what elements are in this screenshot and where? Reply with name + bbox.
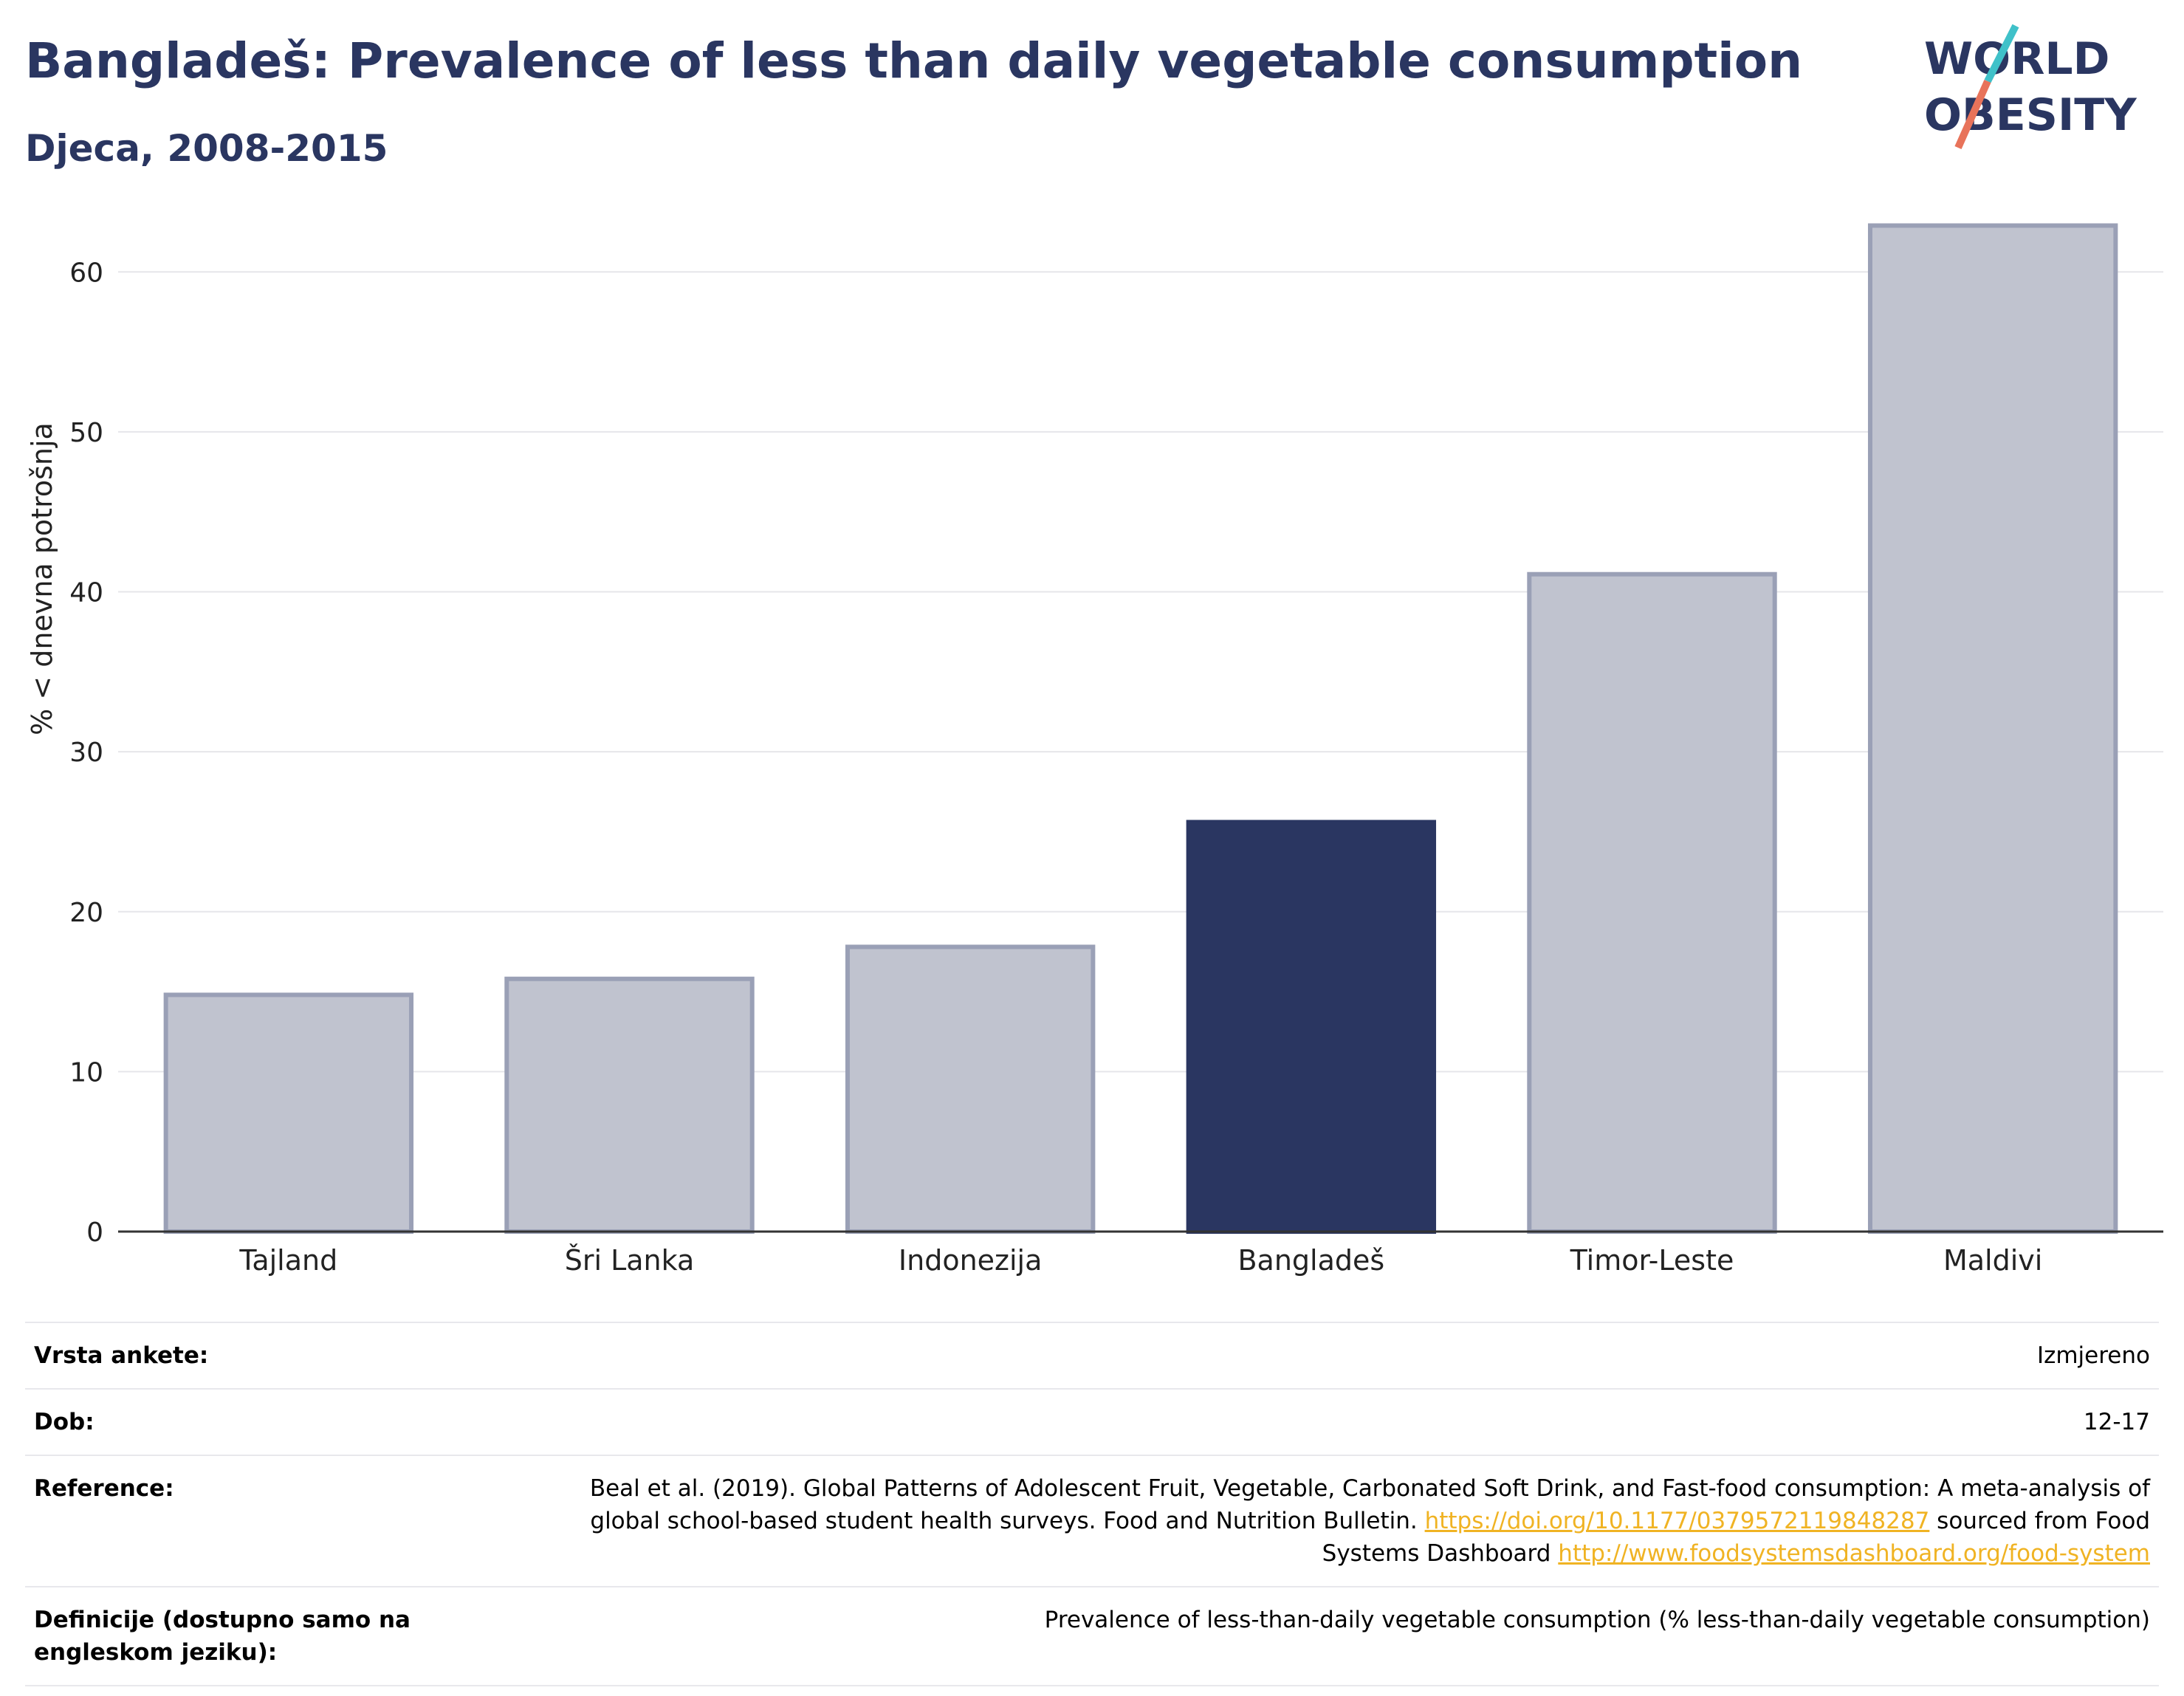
chart-title: Bangladeš: Prevalence of less than daily… — [25, 32, 1803, 89]
meta-row-survey-type: Vrsta ankete: Izmjereno — [25, 1322, 2159, 1388]
x-tick-label: Tajland — [238, 1244, 337, 1277]
doi-link[interactable]: https://doi.org/10.1177/0379572119848287 — [1424, 1508, 1930, 1534]
y-tick-label: 20 — [69, 898, 103, 928]
bar-maldivi — [1867, 223, 2118, 1234]
logo-line2: OBESITY — [1924, 89, 2137, 141]
x-tick-label: Timor-Leste — [1570, 1244, 1734, 1277]
logo-slash-coral — [1954, 79, 1991, 150]
meta-row-age: Dob: 12-17 — [25, 1388, 2159, 1455]
x-tick-label: Maldivi — [1943, 1244, 2042, 1277]
y-tick-label: 50 — [69, 418, 103, 448]
meta-value: 12-17 — [2083, 1409, 2150, 1435]
meta-value: Izmjereno — [2036, 1342, 2150, 1369]
meta-value-reference: Beal et al. (2019). Global Patterns of A… — [563, 1472, 2150, 1570]
x-tick-label: Bangladeš — [1237, 1244, 1384, 1277]
x-tick-label: Šri Lanka — [565, 1244, 695, 1277]
reference-text: Beal et al. (2019). Global Patterns of A… — [589, 1475, 2150, 1534]
meta-label: Vrsta ankete: — [34, 1342, 209, 1369]
dashboard-link[interactable]: http://www.foodsystemsdashboard.org/food… — [1558, 1540, 2150, 1567]
bar-tajland — [163, 992, 414, 1234]
chart-subtitle: Djeca, 2008-2015 — [25, 127, 388, 170]
y-tick-label: 0 — [86, 1218, 103, 1248]
meta-label: Definicije (dostupno samo na engleskom j… — [34, 1607, 411, 1666]
meta-row-definition: Definicije (dostupno samo na engleskom j… — [25, 1586, 2159, 1686]
x-tick-labels: Tajland Šri Lanka Indonezija Bangladeš Timor… — [238, 1244, 2042, 1277]
logo-line1: WORLD — [1924, 33, 2109, 85]
meta-label: Dob: — [34, 1409, 95, 1435]
bar-chart: 0 10 20 30 40 50 60 Tajland Šri Lanka Indonezija… — [26, 223, 2163, 1277]
logo-slash-teal — [1984, 24, 2019, 83]
reference-text-mid: sourced from Food Systems Dashboard — [1322, 1508, 2150, 1567]
bar-timor-leste — [1527, 571, 1777, 1234]
y-tick-label: 60 — [69, 258, 103, 288]
y-tick-labels: 0 10 20 30 40 50 60 — [69, 258, 103, 1248]
meta-row-reference: Reference: Beal et al. (2019). Global Pa… — [25, 1455, 2159, 1586]
meta-label: Reference: — [34, 1475, 174, 1502]
meta-value: Prevalence of less-than-daily vegetable … — [1044, 1607, 2150, 1633]
bar-indonezija — [845, 944, 1096, 1234]
y-tick-label: 10 — [69, 1057, 103, 1088]
bar--ri-lanka — [504, 976, 755, 1234]
grid-lines — [118, 271, 2163, 1073]
y-tick-label: 40 — [69, 578, 103, 608]
y-axis-label: % < dnevna potrošnja — [26, 422, 58, 735]
world-obesity-logo: WORLD OBESITY — [1924, 24, 2137, 150]
y-tick-label: 30 — [69, 738, 103, 768]
bar-banglade- — [1186, 820, 1437, 1234]
x-tick-label: Indonezija — [899, 1244, 1042, 1277]
metadata-table: Vrsta ankete: Izmjereno Dob: 12-17 Refer… — [25, 1322, 2159, 1686]
bars — [163, 223, 2118, 1234]
